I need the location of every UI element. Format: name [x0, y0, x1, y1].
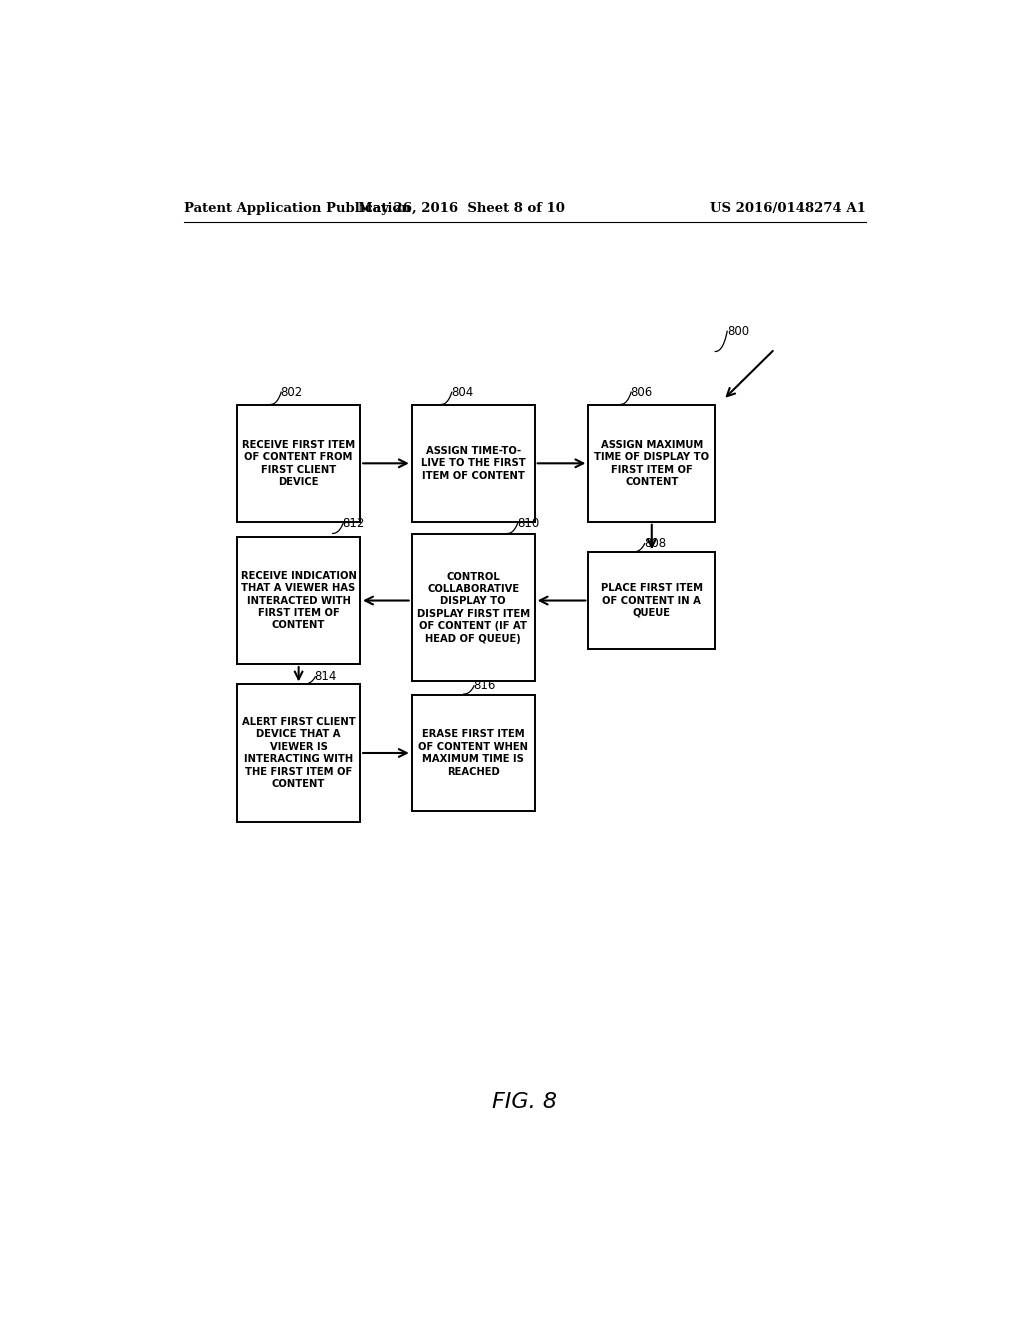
Bar: [238, 684, 360, 821]
Text: 812: 812: [342, 517, 365, 529]
Bar: [412, 535, 535, 681]
Text: 802: 802: [281, 385, 303, 399]
Bar: [588, 405, 715, 521]
Text: ERASE FIRST ITEM
OF CONTENT WHEN
MAXIMUM TIME IS
REACHED: ERASE FIRST ITEM OF CONTENT WHEN MAXIMUM…: [418, 730, 528, 776]
Bar: [412, 405, 535, 521]
Text: 810: 810: [517, 517, 539, 529]
Bar: [588, 552, 715, 649]
Text: Patent Application Publication: Patent Application Publication: [183, 202, 411, 215]
Text: US 2016/0148274 A1: US 2016/0148274 A1: [711, 202, 866, 215]
Text: 814: 814: [314, 671, 337, 684]
Text: RECEIVE INDICATION
THAT A VIEWER HAS
INTERACTED WITH
FIRST ITEM OF
CONTENT: RECEIVE INDICATION THAT A VIEWER HAS INT…: [241, 570, 356, 631]
Text: ASSIGN TIME-TO-
LIVE TO THE FIRST
ITEM OF CONTENT: ASSIGN TIME-TO- LIVE TO THE FIRST ITEM O…: [421, 446, 525, 480]
Text: 806: 806: [631, 385, 652, 399]
Text: RECEIVE FIRST ITEM
OF CONTENT FROM
FIRST CLIENT
DEVICE: RECEIVE FIRST ITEM OF CONTENT FROM FIRST…: [242, 440, 355, 487]
Text: 804: 804: [451, 385, 473, 399]
Bar: [412, 694, 535, 812]
Bar: [238, 405, 360, 521]
Text: ASSIGN MAXIMUM
TIME OF DISPLAY TO
FIRST ITEM OF
CONTENT: ASSIGN MAXIMUM TIME OF DISPLAY TO FIRST …: [594, 440, 710, 487]
Text: 816: 816: [473, 680, 496, 693]
Text: May 26, 2016  Sheet 8 of 10: May 26, 2016 Sheet 8 of 10: [357, 202, 565, 215]
Text: CONTROL
COLLABORATIVE
DISPLAY TO
DISPLAY FIRST ITEM
OF CONTENT (IF AT
HEAD OF QU: CONTROL COLLABORATIVE DISPLAY TO DISPLAY…: [417, 572, 529, 644]
Bar: [238, 537, 360, 664]
Text: FIG. 8: FIG. 8: [493, 1092, 557, 1111]
Text: 800: 800: [727, 325, 750, 338]
Text: ALERT FIRST CLIENT
DEVICE THAT A
VIEWER IS
INTERACTING WITH
THE FIRST ITEM OF
CO: ALERT FIRST CLIENT DEVICE THAT A VIEWER …: [242, 717, 355, 789]
Text: PLACE FIRST ITEM
OF CONTENT IN A
QUEUE: PLACE FIRST ITEM OF CONTENT IN A QUEUE: [601, 583, 702, 618]
Text: 808: 808: [644, 537, 666, 550]
